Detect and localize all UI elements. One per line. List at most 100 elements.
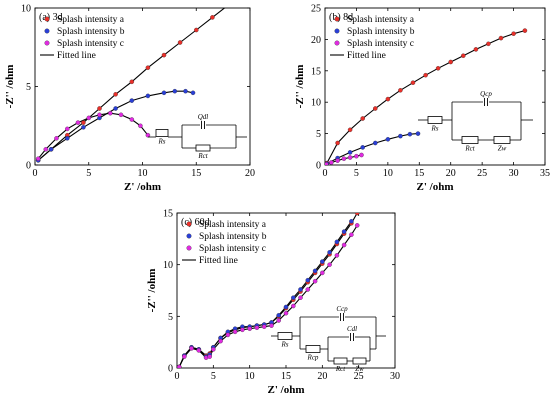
legend-marker [334, 40, 340, 46]
y-tick-label: 0 [26, 161, 31, 172]
capacitor-qdl-label: Qdl [198, 113, 209, 121]
data-point-series-1 [161, 52, 167, 58]
data-point-series-3 [291, 303, 296, 309]
data-point-series-1 [354, 213, 360, 216]
resistor-rs [277, 332, 293, 340]
data-point-series-3 [65, 126, 70, 132]
x-tick-label: 10 [245, 371, 255, 382]
data-point-series-3 [354, 223, 360, 228]
x-tick-label: 5 [86, 168, 91, 179]
legend-label: Splash intensity c [347, 39, 414, 49]
data-point-series-1 [373, 106, 378, 111]
y-tick-label: 10 [163, 260, 173, 271]
resistor-rs-label: Rs [158, 138, 166, 146]
resistor-rct [195, 144, 211, 152]
data-point-series-1 [398, 88, 403, 93]
x-tick-label: 15 [281, 371, 291, 382]
resistor-rcp-label: Rcp [307, 354, 319, 362]
data-point-series-3 [305, 287, 311, 292]
legend-label: Splash intensity b [57, 27, 125, 37]
data-point-series-2 [183, 88, 188, 94]
data-point-series-3 [327, 262, 332, 267]
fitted-line-series-2 [37, 90, 194, 161]
data-point-series-2 [129, 98, 135, 103]
data-point-series-1 [177, 40, 183, 45]
x-tick-label: 30 [390, 371, 400, 382]
x-tick-label: 0 [33, 168, 38, 179]
data-point-series-1 [461, 53, 466, 58]
data-layer [325, 28, 528, 165]
resistor-rs-label: Rs [431, 125, 439, 133]
resistor-rct-label: Rct [197, 152, 208, 160]
resistor-rct-label: Rct [464, 145, 475, 153]
x-tick-label: 10 [383, 168, 393, 179]
data-point-series-3 [320, 270, 325, 276]
data-point-series-2 [349, 219, 354, 224]
data-layer [177, 213, 360, 368]
x-tick-label: 5 [211, 371, 216, 382]
data-point-series-1 [347, 127, 353, 133]
y-tick-label: 15 [311, 66, 321, 77]
data-point-series-1 [448, 59, 453, 65]
data-point-series-2 [276, 313, 281, 318]
data-point-series-3 [269, 323, 274, 328]
data-point-series-2 [305, 277, 311, 283]
data-point-series-3 [138, 123, 143, 129]
data-point-series-1 [113, 92, 118, 97]
data-point-series-2 [172, 88, 178, 94]
x-tick-label: 10 [138, 168, 148, 179]
data-point-series-3 [43, 147, 49, 152]
legend-marker [44, 16, 50, 22]
data-point-series-2 [320, 259, 325, 264]
data-point-series-2 [145, 93, 151, 99]
data-point-series-3 [145, 132, 151, 138]
data-point-series-2 [113, 106, 118, 111]
resistor-rs-label: Rs [281, 341, 289, 349]
data-point-series-3 [312, 278, 318, 284]
data-point-series-3 [254, 325, 260, 330]
data-point-series-3 [207, 354, 212, 359]
data-point-series-3 [283, 310, 289, 316]
x-axis-label: Z' /ohm [417, 181, 454, 193]
y-tick-label: 10 [21, 4, 31, 15]
data-point-series-1 [385, 96, 391, 102]
data-point-series-3 [240, 327, 245, 333]
data-point-series-3 [129, 117, 135, 122]
data-point-series-1 [145, 65, 151, 70]
data-point-series-1 [226, 3, 230, 7]
data-point-series-3 [334, 253, 340, 258]
data-point-series-3 [97, 112, 102, 118]
data-point-series-1 [129, 79, 135, 85]
y-tick-label: 15 [163, 209, 173, 220]
legend-label: Splash intensity a [199, 220, 267, 230]
x-tick-label: 25 [477, 168, 487, 179]
y-tick-label: 25 [311, 4, 321, 15]
warburg-zw [493, 136, 511, 144]
data-point-series-1 [486, 41, 491, 47]
legend-marker [186, 245, 192, 251]
data-point-series-3 [298, 295, 303, 300]
x-tick-label: 20 [446, 168, 456, 179]
panel-label: (b) 8d [329, 12, 353, 23]
data-point-series-3 [177, 364, 182, 368]
warburg-zw-label: Zw [355, 365, 364, 373]
legend-marker [44, 40, 50, 46]
data-point-series-2 [398, 133, 403, 139]
data-point-series-2 [48, 147, 54, 152]
x-tick-label: 35 [540, 168, 550, 179]
data-point-series-1 [498, 35, 504, 41]
data-point-series-3 [261, 324, 267, 329]
data-point-series-3 [189, 346, 194, 351]
data-layer [35, 3, 230, 163]
legend-label: Fitted line [347, 51, 386, 61]
data-point-series-3 [232, 329, 238, 335]
data-point-series-3 [75, 120, 81, 125]
data-point-series-2 [385, 137, 391, 142]
data-point-series-1 [522, 28, 528, 33]
data-point-series-2 [334, 239, 340, 245]
y-tick-label: 0 [168, 364, 173, 375]
resistor-rcp [305, 345, 321, 353]
x-tick-label: 25 [354, 371, 364, 382]
